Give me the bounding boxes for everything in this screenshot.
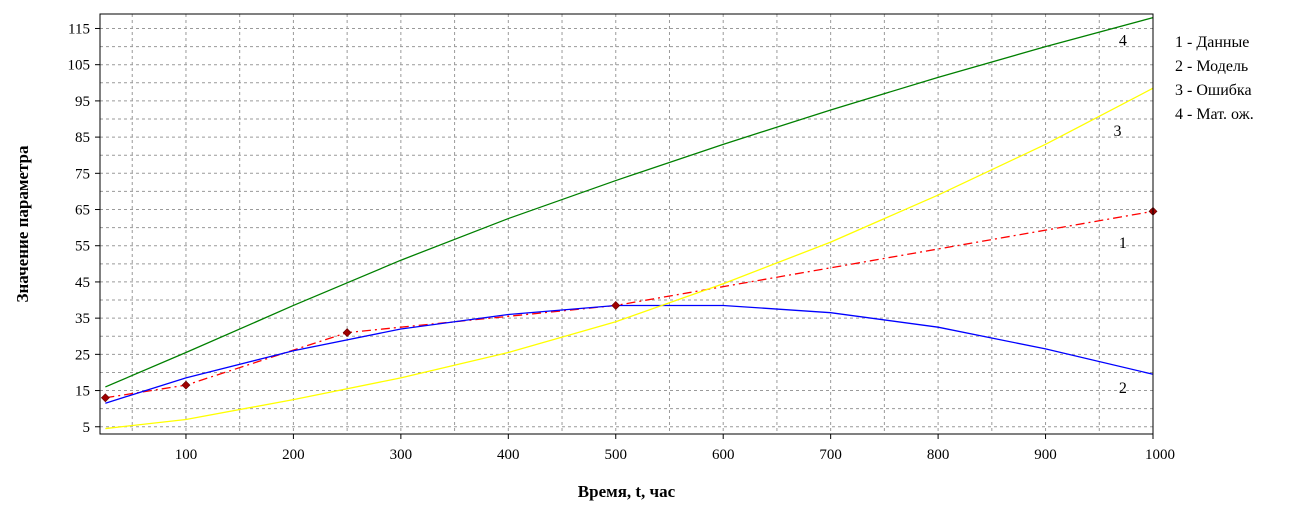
x-tick-label: 400 — [497, 447, 520, 463]
y-tick-label: 15 — [75, 384, 90, 400]
x-axis-ticks: 100 200 300 400 500 600 700 800 900 1000 — [175, 434, 1175, 463]
y-tick-label: 105 — [68, 58, 91, 74]
y-axis-ticks: 5 15 25 35 45 55 65 75 85 95 105 115 — [68, 21, 100, 436]
x-tick-label: 900 — [1034, 447, 1057, 463]
curve-label-3: 3 — [1114, 123, 1122, 140]
legend: 1 - Данные 2 - Модель 3 - Ошибка 4 - Мат. о… — [1175, 34, 1254, 123]
x-tick-label: 600 — [712, 447, 735, 463]
y-tick-label: 25 — [75, 347, 90, 363]
y-tick-label: 55 — [75, 239, 90, 255]
x-tick-label: 700 — [819, 447, 842, 463]
x-tick-label: 300 — [390, 447, 413, 463]
data-point-marker — [342, 328, 352, 338]
y-tick-label: 95 — [75, 94, 90, 110]
curve-label-1: 1 — [1119, 235, 1127, 252]
x-axis-label: Время, t, час — [578, 482, 676, 501]
x-tick-label: 500 — [605, 447, 628, 463]
grid — [100, 14, 1153, 434]
y-tick-label: 65 — [75, 203, 90, 219]
curve-labels: 1 2 3 4 — [1114, 32, 1127, 397]
y-tick-label: 5 — [83, 420, 91, 436]
legend-entry: 2 - Модель — [1175, 58, 1248, 75]
x-tick-label: 200 — [282, 447, 305, 463]
y-axis-label: Значение параметра — [13, 145, 32, 302]
curve-label-4: 4 — [1119, 32, 1127, 49]
series-line-4 — [105, 16, 1154, 388]
y-tick-label: 75 — [75, 166, 90, 182]
legend-entry: 1 - Данные — [1175, 34, 1249, 51]
x-tick-label: 800 — [927, 447, 950, 463]
data-point-marker — [181, 380, 191, 390]
data-point-marker — [100, 393, 110, 403]
legend-entry: 3 - Ошибка — [1175, 82, 1252, 99]
y-tick-label: 45 — [75, 275, 90, 291]
plot-frame — [99, 13, 1154, 435]
series-group — [105, 16, 1154, 430]
y-tick-label: 35 — [75, 311, 90, 327]
series-line-3 — [105, 87, 1154, 430]
y-tick-label: 85 — [75, 130, 90, 146]
x-tick-label: 100 — [175, 447, 198, 463]
data-point-marker — [611, 301, 621, 310]
data-markers — [100, 206, 1158, 403]
y-tick-label: 115 — [68, 21, 90, 37]
curve-label-2: 2 — [1119, 380, 1127, 397]
x-tick-label: 1000 — [1145, 447, 1175, 463]
series-line-1 — [105, 210, 1154, 399]
legend-entry: 4 - Мат. ож. — [1175, 106, 1254, 123]
